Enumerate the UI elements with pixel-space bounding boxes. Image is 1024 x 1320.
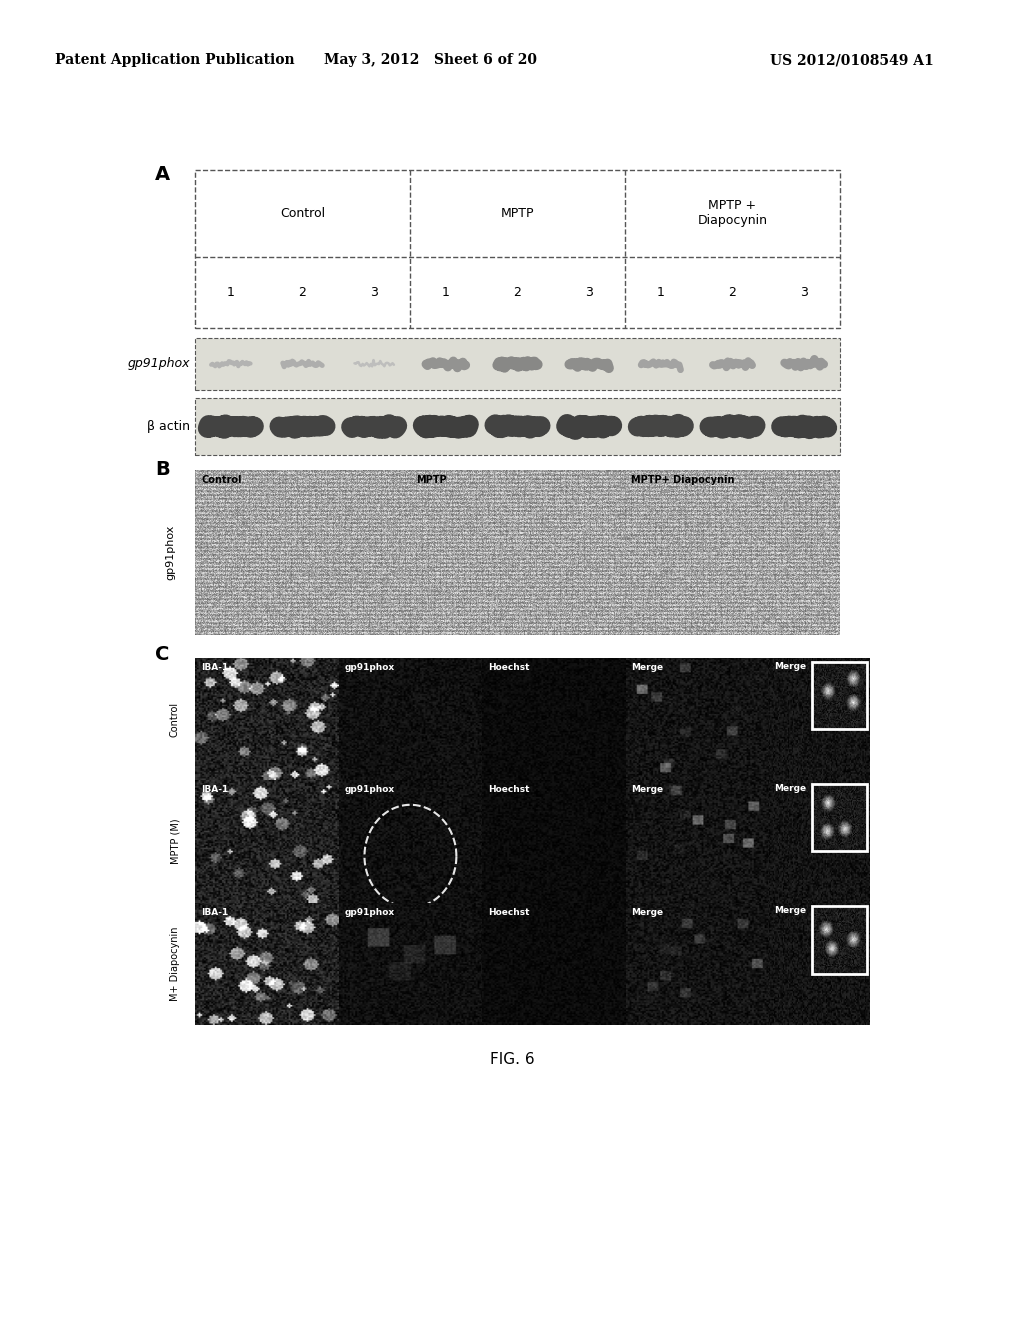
Text: 3: 3 <box>371 286 378 298</box>
Text: Hoechst: Hoechst <box>488 663 529 672</box>
Text: Patent Application Publication: Patent Application Publication <box>55 53 295 67</box>
Text: MPTP: MPTP <box>417 475 447 484</box>
Text: B: B <box>155 459 170 479</box>
Text: Control: Control <box>280 207 325 220</box>
Text: IBA-1: IBA-1 <box>201 908 228 916</box>
Text: C: C <box>155 645 169 664</box>
Text: 1: 1 <box>656 286 665 298</box>
Text: Merge: Merge <box>774 907 807 915</box>
Bar <box>195 399 840 455</box>
Text: gp91phox: gp91phox <box>128 358 190 371</box>
Text: Merge: Merge <box>774 784 807 793</box>
Text: MPTP: MPTP <box>501 207 535 220</box>
Bar <box>195 170 840 327</box>
Text: Merge: Merge <box>774 661 807 671</box>
Text: gp91phox: gp91phox <box>165 525 175 581</box>
Text: Merge: Merge <box>632 663 664 672</box>
Bar <box>812 784 867 851</box>
Text: IBA-1: IBA-1 <box>201 663 228 672</box>
Text: MPTP+ Diapocynin: MPTP+ Diapocynin <box>632 475 735 484</box>
Text: β actin: β actin <box>147 420 190 433</box>
Bar <box>195 338 840 389</box>
Text: May 3, 2012   Sheet 6 of 20: May 3, 2012 Sheet 6 of 20 <box>324 53 537 67</box>
Text: Hoechst: Hoechst <box>488 908 529 916</box>
Text: gp91phox: gp91phox <box>344 785 394 795</box>
Text: US 2012/0108549 A1: US 2012/0108549 A1 <box>770 53 934 67</box>
Text: 2: 2 <box>514 286 521 298</box>
Text: Hoechst: Hoechst <box>488 785 529 795</box>
Text: Control: Control <box>170 702 180 737</box>
Text: Merge: Merge <box>632 785 664 795</box>
Text: gp91phox: gp91phox <box>344 908 394 916</box>
Text: M+ Diapocynin: M+ Diapocynin <box>170 927 180 1001</box>
Text: MPTP +
Diapocynin: MPTP + Diapocynin <box>697 199 768 227</box>
Text: MPTP (M): MPTP (M) <box>170 818 180 865</box>
Text: FIG. 6: FIG. 6 <box>489 1052 535 1068</box>
Text: Control: Control <box>202 475 242 484</box>
Text: 1: 1 <box>227 286 234 298</box>
Bar <box>812 661 867 729</box>
Text: 3: 3 <box>800 286 808 298</box>
Text: A: A <box>155 165 170 183</box>
Text: Merge: Merge <box>632 908 664 916</box>
Text: 2: 2 <box>299 286 306 298</box>
Text: IBA-1: IBA-1 <box>201 785 228 795</box>
Text: 1: 1 <box>442 286 450 298</box>
Text: gp91phox: gp91phox <box>344 663 394 672</box>
Text: 3: 3 <box>586 286 593 298</box>
Text: 2: 2 <box>728 286 736 298</box>
Bar <box>812 907 867 974</box>
